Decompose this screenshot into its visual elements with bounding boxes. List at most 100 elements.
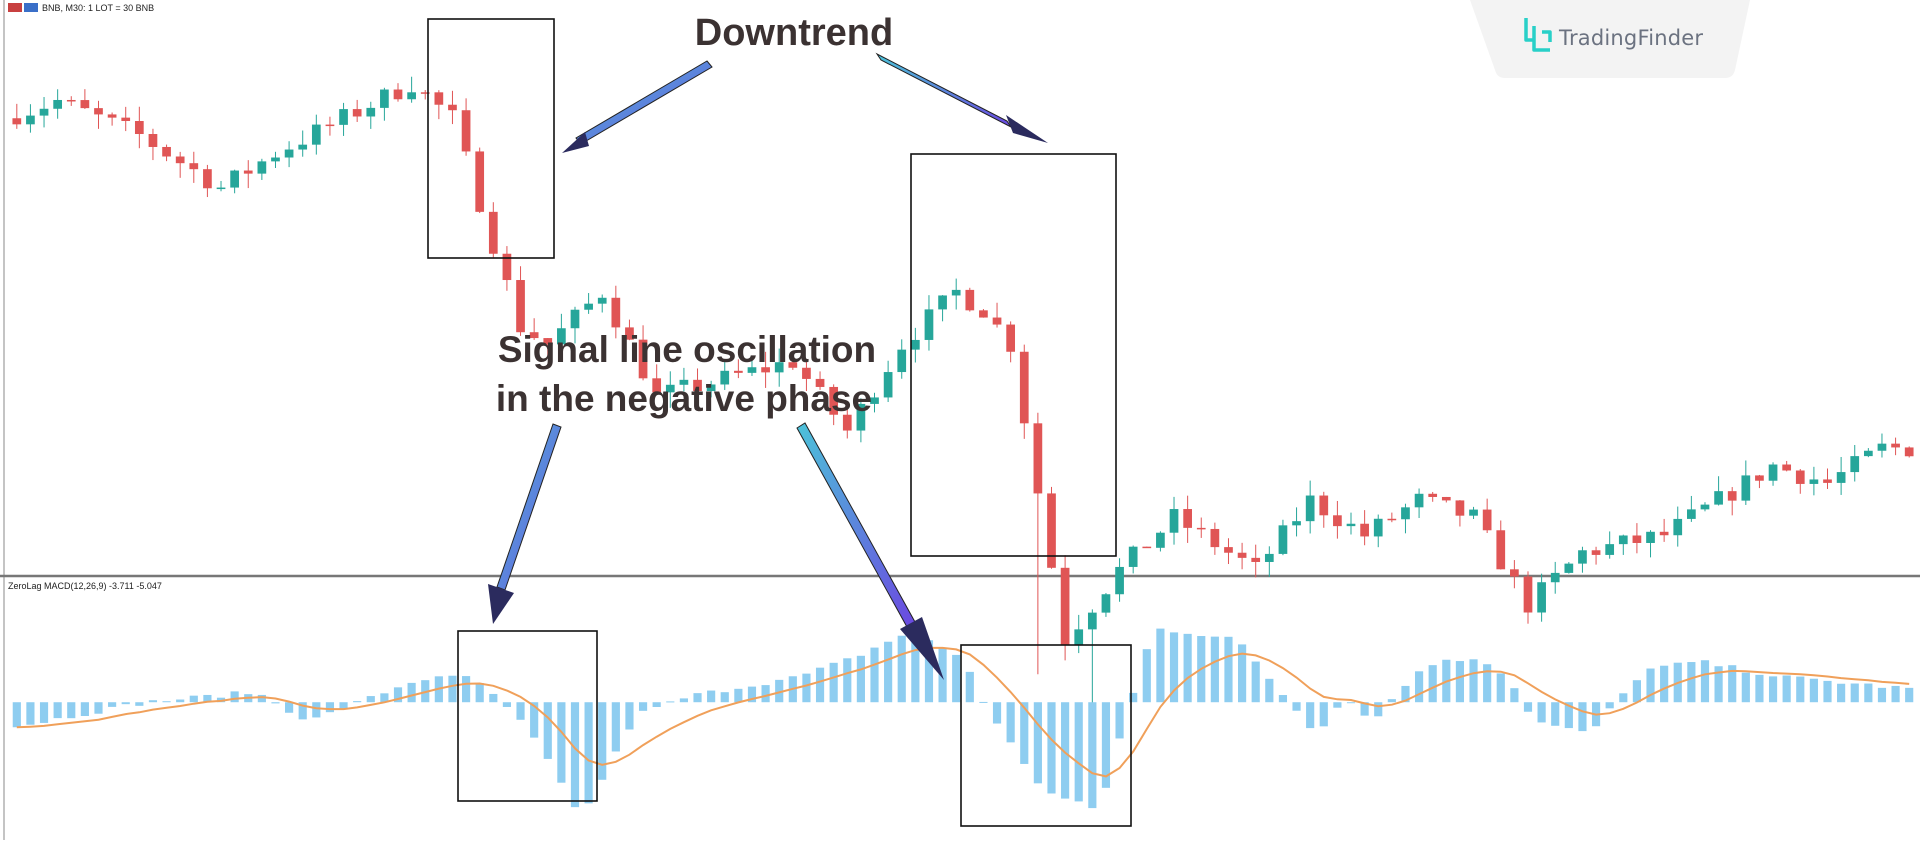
macd-histogram-bar [666,701,675,703]
candle-body [924,309,934,340]
macd-histogram-bar [598,702,607,780]
candle-body [965,289,975,311]
candle-body [1305,495,1315,522]
candle-body [516,280,525,333]
candle-body [597,297,607,304]
candle-body [979,310,988,318]
arrow-signal-right [796,422,944,680]
candle-body [1673,518,1683,536]
macd-histogram-bar [1346,702,1356,704]
macd-histogram-bar [1782,675,1791,703]
candle-body [1877,443,1887,451]
macd-histogram-bar [734,688,743,703]
candle-body [1428,493,1438,497]
candle-body [870,397,879,404]
macd-histogram-bar [148,700,158,703]
macd-histogram-bar [1796,676,1805,703]
macd-histogram-bar [611,702,620,752]
candle-body [162,146,171,157]
candle-body [665,384,675,393]
macd-histogram-bar [1047,702,1056,794]
macd-histogram-bar [1306,702,1315,729]
macd-histogram-bar [530,702,539,738]
highlight-box-first-downtrend [427,18,555,259]
candle-body [352,109,362,117]
candle-body [747,367,757,373]
candle-body [706,384,716,392]
candle-body [1646,531,1655,543]
candle-body [1891,443,1900,448]
macd-histogram-bar [638,702,648,711]
macd-histogram-bar [516,702,525,720]
macd-histogram-bar [176,699,185,703]
macd-histogram-bar [1251,661,1260,703]
candle-body [938,295,947,310]
macd-histogram-bar [461,676,471,703]
macd-histogram-bar [1210,636,1219,703]
candle-body [393,89,403,100]
candle-body [107,114,117,118]
chart-toolbar-icon[interactable] [8,3,38,12]
macd-histogram-bar [1360,702,1369,716]
candle-body [1441,496,1451,501]
candle-body [1904,447,1914,457]
tradingfinder-logo-icon [1524,18,1552,52]
candle-body [1591,550,1601,555]
candle-body [1196,527,1206,530]
candle-body [1210,528,1220,548]
candle-body [175,156,185,164]
macd-histogram-bar [815,667,825,703]
macd-histogram-bar [747,686,757,703]
candle-body [788,362,798,368]
macd-histogram-bar [80,702,89,717]
candle-body [12,118,22,125]
candle-body [1278,525,1288,554]
arrow-signal-left [488,423,562,624]
macd-histogram-bar [1700,660,1710,703]
candle-body [230,170,239,188]
candle-body [1251,557,1261,562]
candle-body [1183,509,1192,528]
candle-body [897,349,907,373]
macd-histogram-bar [1768,676,1778,703]
candle-body [488,211,498,254]
macd-histogram-bar [1033,702,1042,784]
macd-histogram-bar [366,696,375,703]
macd-histogram-bar [843,658,852,703]
macd-histogram-bar [1551,702,1560,726]
candle-body [1264,553,1274,562]
macd-histogram-bar [203,694,212,703]
macd-histogram-bar [135,702,144,706]
candle-body [26,115,35,125]
candle-body [1850,456,1860,473]
candle-body [638,339,648,379]
candle-body [1074,629,1084,646]
candle-body [257,161,267,174]
candle-body [1115,566,1124,595]
macd-histogram-bar [1374,702,1383,717]
candle-body [802,367,811,379]
macd-histogram-bar [1864,683,1873,703]
macd-histogram-bar [1891,685,1900,703]
candle-body [1401,507,1410,520]
candle-body [1496,530,1506,570]
candle-body [148,134,158,147]
candle-body [1618,535,1628,545]
candle-body [339,109,348,125]
indicator-label: ZeroLag MACD(12,26,9) -3.711 -5.047 [8,581,162,591]
candle-body [625,327,634,340]
candle-body [1360,523,1369,537]
macd-histogram-bar [1142,649,1151,703]
candle-body [1836,472,1846,483]
brand-name: TradingFinder [1559,26,1704,50]
candle-body [842,414,852,431]
macd-histogram-bar [992,702,1002,724]
macd-histogram-bar [1632,680,1641,703]
candle-body [1346,523,1356,527]
candle-body [1632,535,1642,543]
macd-histogram-bar [1333,702,1342,708]
candle-body [134,121,144,135]
candle-body [1224,547,1233,553]
candle-body [693,379,702,392]
candle-body [1863,450,1873,457]
